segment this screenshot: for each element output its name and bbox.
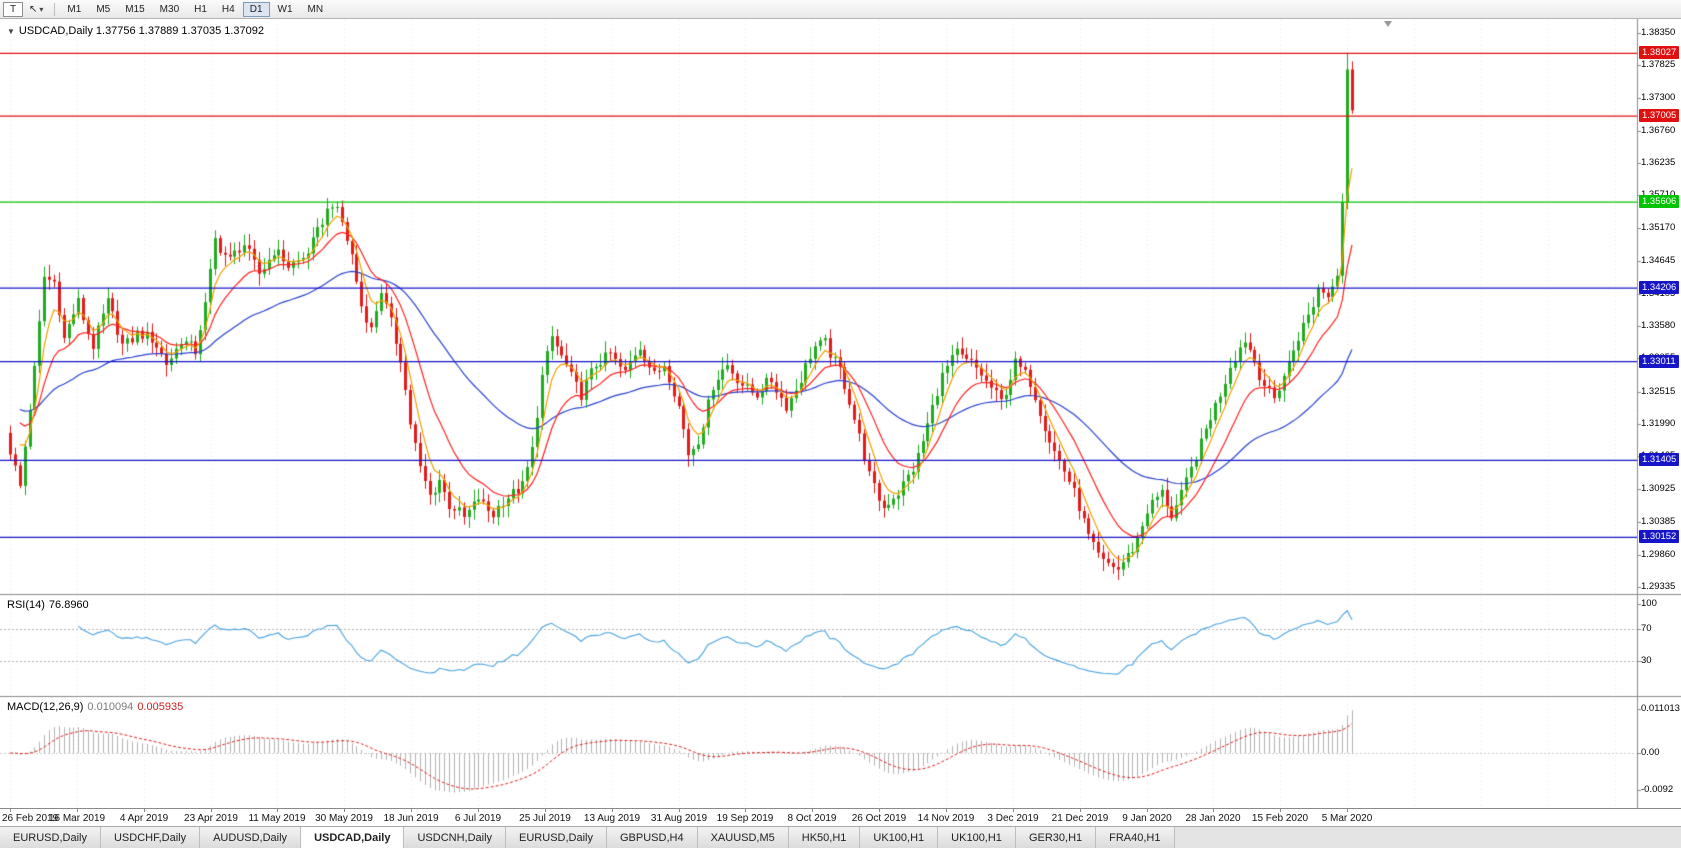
chart-tab-bar: EURUSD,Daily USDCHF,Daily AUDUSD,Daily USDC… [0,826,1681,848]
time-axis-label: 28 Jan 2020 [1185,813,1241,824]
time-axis-tick [946,809,947,812]
time-axis-tick [144,809,145,812]
timeframe-mn[interactable]: MN [301,2,331,17]
time-axis-tick [1347,809,1348,812]
time-axis-label: 18 Jun 2019 [383,813,439,824]
time-axis-tick [1280,809,1281,812]
time-axis-tick [879,809,880,812]
time-axis-label: 6 Jul 2019 [454,813,502,824]
tab-hk50-h1[interactable]: HK50,H1 [788,827,861,848]
time-axis: 26 Feb 2019 16 Mar 2019 4 Apr 2019 23 Apr 2… [0,808,1681,826]
time-axis-label: 30 May 2019 [315,813,373,824]
time-axis-tick [10,809,11,812]
cursor-icon: ↖ [29,3,38,15]
time-axis-label: 19 Sep 2019 [716,813,774,824]
time-axis-tick [411,809,412,812]
tab-usdcnh-daily[interactable]: USDCNH,Daily [404,827,507,848]
timeframe-group: M1 M5 M15 M30 H1 H4 D1 W1 MN [60,1,331,17]
tab-eurusd-daily[interactable]: EURUSD,Daily [0,827,101,848]
time-axis-label: 11 May 2019 [248,813,306,824]
tab-usdchf-daily[interactable]: USDCHF,Daily [100,827,201,848]
toolbar-separator [54,2,56,16]
time-axis-label: 31 Aug 2019 [650,813,708,824]
tab-uk100-h1[interactable]: UK100,H1 [938,827,1016,848]
time-axis-tick [344,809,345,812]
timeframe-m15[interactable]: M15 [118,2,151,17]
timeframe-m1[interactable]: M1 [60,2,88,17]
time-axis-label: 13 Aug 2019 [583,813,641,824]
time-axis-tick [545,809,546,812]
time-axis-label: 23 Apr 2019 [184,813,238,824]
tab-fra40-h1[interactable]: FRA40,H1 [1096,827,1175,848]
toolbar: T ↖ ▾ M1 M5 M15 M30 H1 H4 D1 W1 MN [0,0,1681,19]
timeframe-d1[interactable]: D1 [242,1,270,17]
time-axis-label: 3 Dec 2019 [987,813,1039,824]
time-axis-tick [812,809,813,812]
timeframe-h4[interactable]: H4 [215,2,242,17]
timeframe-h1[interactable]: H1 [187,2,214,17]
time-axis-label: 21 Dec 2019 [1051,813,1109,824]
time-axis-tick [612,809,613,812]
time-axis-tick [679,809,680,812]
timeframe-m5[interactable]: M5 [89,2,117,17]
time-axis-label: 26 Oct 2019 [851,813,907,824]
time-axis-label: 14 Nov 2019 [917,813,975,824]
text-tool-button[interactable]: T [3,1,23,17]
dropdown-arrow-icon: ▾ [39,4,44,14]
tab-ger30-h1[interactable]: GER30,H1 [1015,827,1097,848]
time-axis-tick [77,809,78,812]
time-axis-tick [1213,809,1214,812]
time-axis-label: 8 Oct 2019 [787,813,837,824]
time-axis-label: 25 Jul 2019 [519,813,571,824]
timeframe-w1[interactable]: W1 [271,2,300,17]
tab-audusd-daily[interactable]: AUDUSD,Daily [200,827,302,848]
time-axis-label: 16 Mar 2019 [48,813,106,824]
tab-eurusd-daily[interactable]: EURUSD,Daily [506,827,607,848]
time-axis-tick [1013,809,1014,812]
time-axis-label: 4 Apr 2019 [119,813,169,824]
tab-gbpusd-h4[interactable]: GBPUSD,H4 [607,827,698,848]
time-axis-tick [745,809,746,812]
time-axis-label: 15 Feb 2020 [1251,813,1309,824]
time-axis-label: 9 Jan 2020 [1122,813,1172,824]
time-axis-tick [478,809,479,812]
time-axis-tick [277,809,278,812]
timeframe-m30[interactable]: M30 [153,2,186,17]
time-axis-tick [1147,809,1148,812]
time-axis-label: 5 Mar 2020 [1321,813,1373,824]
tab-usdcad-daily[interactable]: USDCAD,Daily [301,827,405,848]
time-axis-tick [1080,809,1081,812]
tab-xauusd-m5[interactable]: XAUUSD,M5 [697,827,789,848]
time-axis-tick [211,809,212,812]
cursor-tool-button[interactable]: ↖ ▾ [25,2,47,17]
tab-uk100-h1[interactable]: UK100,H1 [860,827,939,848]
time-axis-label: 26 Feb 2019 [2,813,59,824]
